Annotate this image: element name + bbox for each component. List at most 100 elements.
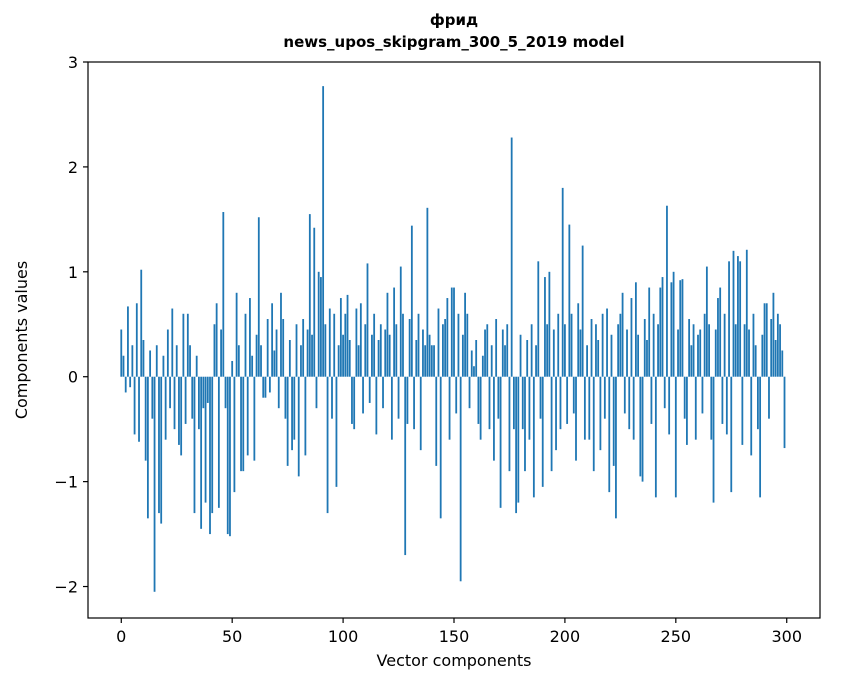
bar [570, 313, 573, 377]
bar [282, 319, 285, 377]
bar [160, 376, 163, 524]
bar [129, 376, 132, 388]
bar [770, 319, 773, 377]
bar [306, 329, 309, 377]
bar [697, 334, 699, 377]
bar [240, 376, 242, 472]
bar [433, 345, 435, 377]
bar [641, 376, 644, 482]
bar [304, 376, 307, 456]
bar [184, 376, 187, 424]
bar [619, 313, 622, 377]
bar [470, 350, 473, 377]
bar [637, 334, 640, 377]
bar [300, 345, 302, 377]
bar [120, 329, 123, 377]
bar [215, 303, 218, 377]
bar [435, 376, 438, 466]
bar [714, 329, 717, 377]
bar [670, 282, 673, 377]
x-tick-label: 300 [771, 627, 802, 646]
bar [623, 376, 626, 414]
bar [745, 249, 748, 377]
bar [324, 324, 327, 377]
bar [448, 376, 451, 440]
bar [650, 376, 653, 424]
bar [559, 376, 562, 430]
bar [561, 187, 564, 377]
bar [672, 271, 675, 377]
bar [220, 329, 222, 377]
bar [721, 376, 724, 424]
bar-series [120, 86, 786, 592]
y-tick-label: −2 [54, 578, 78, 597]
chart-title: фрид [430, 11, 478, 29]
bar [406, 376, 409, 424]
y-tick-label: 3 [68, 53, 78, 72]
bar [490, 345, 493, 377]
bar [335, 376, 338, 487]
bar [284, 376, 287, 419]
bar [530, 324, 533, 377]
bar [450, 287, 453, 377]
bar [515, 376, 518, 514]
bar [548, 271, 551, 377]
bar [328, 308, 331, 377]
bar [313, 227, 316, 377]
bar [504, 345, 506, 377]
bar [526, 340, 529, 377]
bar [459, 376, 462, 582]
bar [501, 329, 504, 377]
bar [723, 313, 726, 377]
bar [251, 355, 254, 377]
bar [681, 279, 684, 377]
bar [577, 303, 580, 377]
bar [155, 345, 158, 377]
bar [235, 292, 238, 377]
bar [763, 303, 766, 377]
bar [539, 376, 542, 419]
bar [564, 324, 566, 377]
bar [264, 376, 267, 398]
bar [659, 287, 662, 377]
bar [138, 376, 140, 442]
bar [231, 360, 234, 377]
bar [690, 345, 693, 377]
x-tick-label: 150 [439, 627, 470, 646]
bar [326, 376, 329, 514]
bar [237, 345, 240, 377]
bar [703, 313, 706, 377]
bar [555, 376, 557, 451]
bar [297, 376, 300, 477]
bar [271, 303, 274, 377]
bar [646, 340, 648, 377]
bar [759, 376, 762, 498]
bar [366, 263, 369, 377]
bar [379, 324, 382, 377]
bar [346, 294, 349, 377]
bar [144, 376, 147, 461]
bar [728, 261, 730, 377]
bar [186, 313, 189, 377]
bar [308, 214, 311, 377]
bar [342, 334, 344, 377]
bar [178, 376, 180, 445]
bar [519, 334, 522, 377]
bar [222, 212, 225, 377]
y-tick-label: 0 [68, 368, 78, 387]
bar [255, 334, 258, 377]
bar [632, 376, 635, 440]
bar [351, 376, 353, 424]
bar [588, 376, 591, 440]
bar [344, 313, 347, 377]
bar [426, 207, 429, 377]
bar [592, 376, 595, 472]
y-axis-ticks: −2 −1 0 1 2 3 [54, 53, 88, 597]
bar [521, 376, 524, 430]
bar [286, 376, 289, 466]
bar [544, 277, 546, 377]
bar [382, 376, 384, 409]
bar [743, 324, 746, 377]
bar [288, 340, 291, 377]
